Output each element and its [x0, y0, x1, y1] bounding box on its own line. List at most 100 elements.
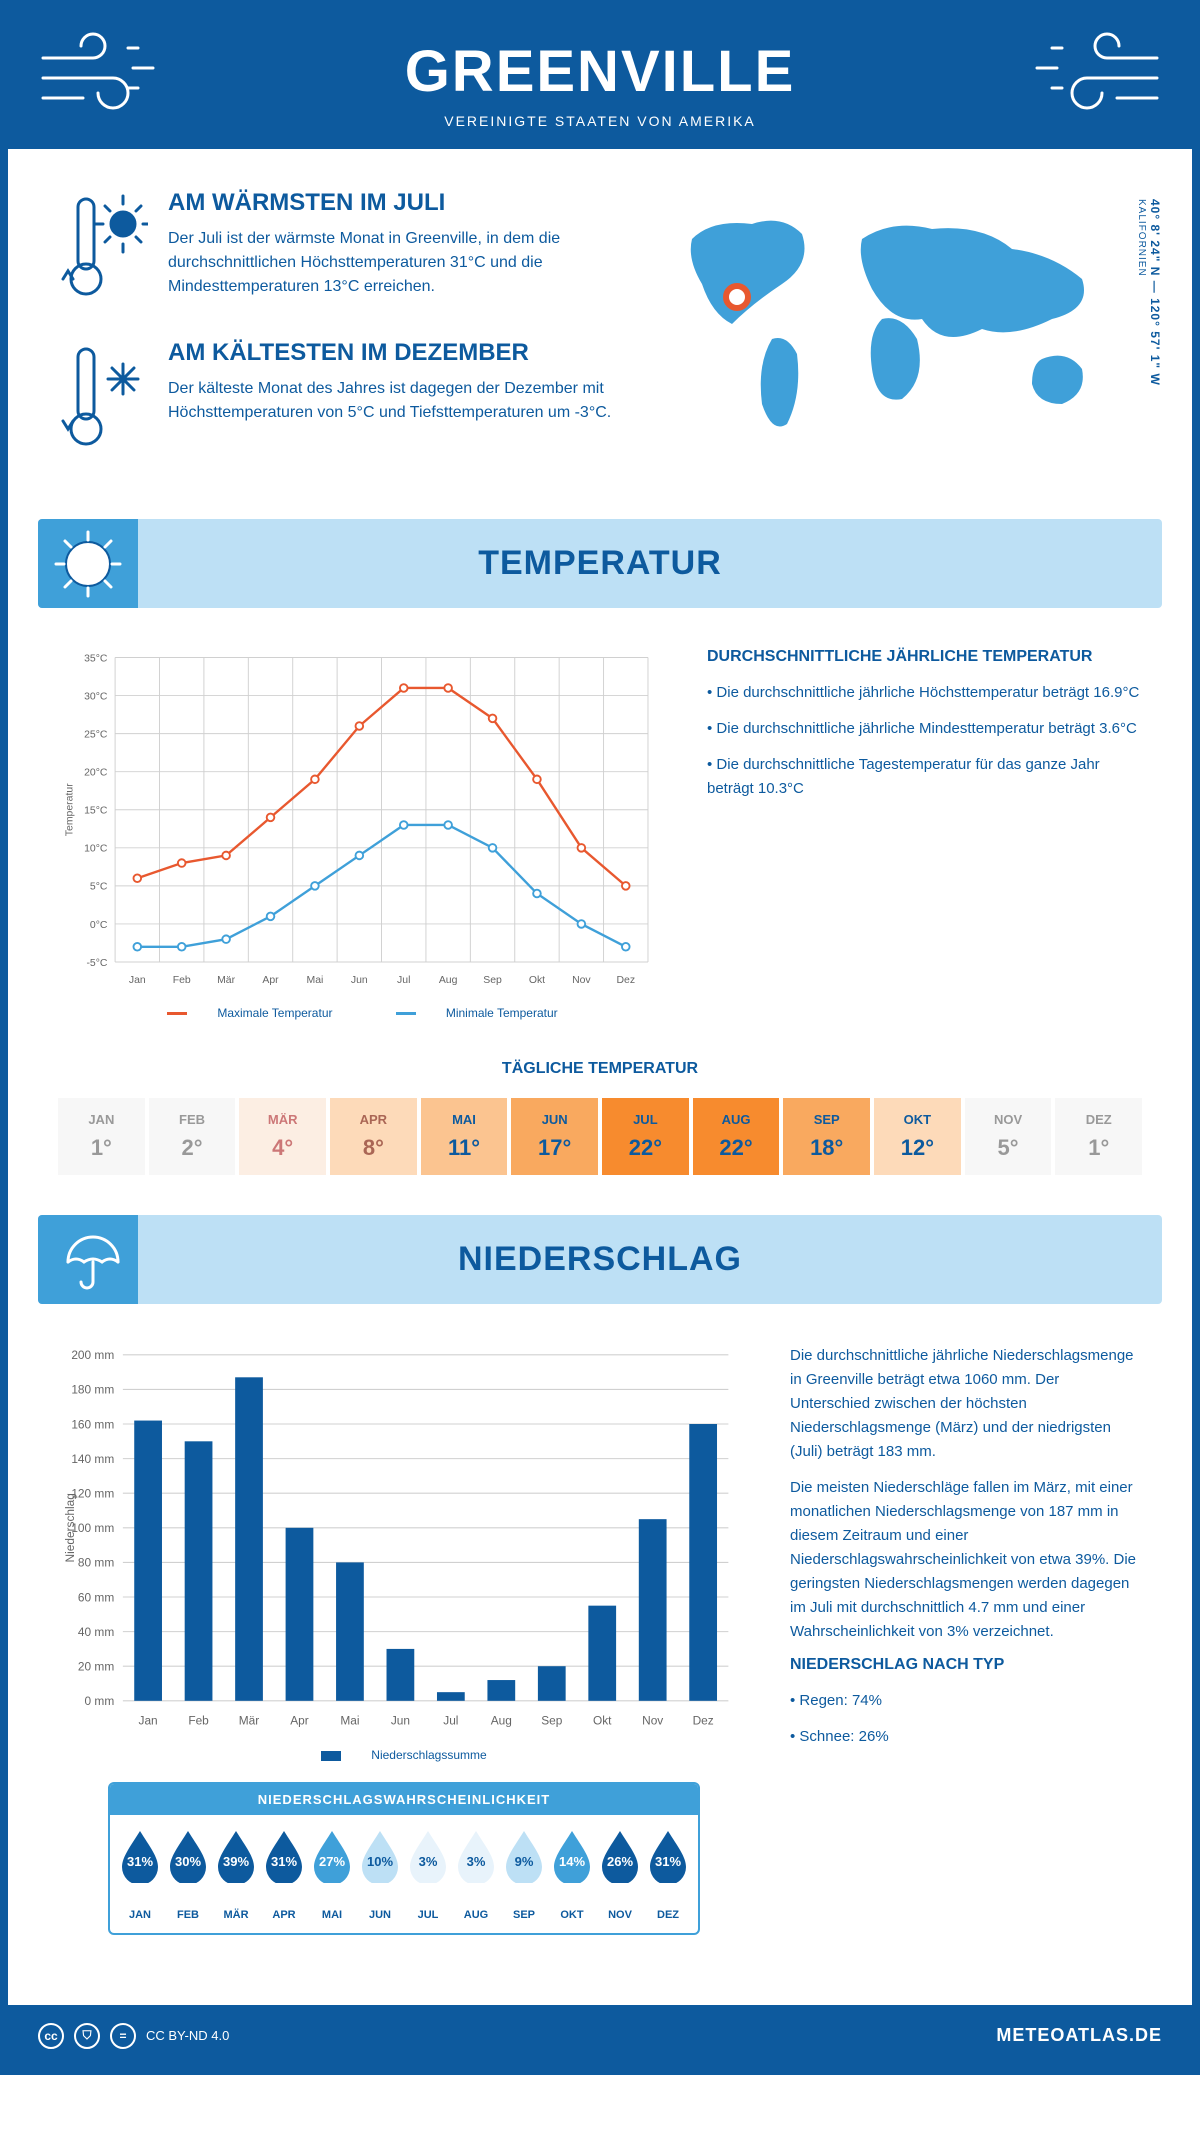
coldest-fact: AM KÄLTESTEN IM DEZEMBER Der kälteste Mo…	[58, 339, 632, 459]
precip-prob-cell: 31%JAN	[118, 1827, 162, 1921]
temp-cell: NOV5°	[965, 1098, 1052, 1175]
daily-temp-title: TÄGLICHE TEMPERATUR	[58, 1060, 1142, 1078]
svg-text:Jun: Jun	[351, 975, 368, 986]
precip-paragraph: Die durchschnittliche jährliche Niedersc…	[790, 1344, 1142, 1464]
temp-cell: JAN1°	[58, 1098, 145, 1175]
warmest-title: AM WÄRMSTEN IM JULI	[168, 189, 632, 217]
svg-text:Apr: Apr	[262, 975, 279, 986]
warmest-fact: AM WÄRMSTEN IM JULI Der Juli ist der wär…	[58, 189, 632, 309]
svg-text:Jan: Jan	[129, 975, 146, 986]
temp-text-title: DURCHSCHNITTLICHE JÄHRLICHE TEMPERATUR	[707, 648, 1142, 666]
country-subtitle: VEREINIGTE STAATEN VON AMERIKA	[28, 113, 1172, 129]
sun-icon	[38, 519, 138, 608]
wind-icon	[38, 28, 178, 118]
temp-cell: MÄR4°	[239, 1098, 326, 1175]
svg-text:60 mm: 60 mm	[78, 1590, 114, 1604]
temp-cell: DEZ1°	[1055, 1098, 1142, 1175]
precipitation-bar-chart: 0 mm20 mm40 mm60 mm80 mm100 mm120 mm140 …	[58, 1344, 750, 1733]
precip-paragraph: Die meisten Niederschläge fallen im März…	[790, 1476, 1142, 1644]
svg-text:Jun: Jun	[391, 1713, 410, 1727]
precip-prob-cell: 30%FEB	[166, 1827, 210, 1921]
svg-text:Jan: Jan	[139, 1713, 158, 1727]
cc-icon: cc	[38, 2023, 64, 2049]
coldest-text: Der kälteste Monat des Jahres ist dagege…	[168, 377, 632, 425]
svg-text:Mai: Mai	[340, 1713, 359, 1727]
temp-bullet: • Die durchschnittliche jährliche Höchst…	[707, 681, 1142, 705]
precip-chart-legend: Niederschlagssumme	[58, 1748, 750, 1762]
wind-icon	[1022, 28, 1162, 118]
svg-text:80 mm: 80 mm	[78, 1555, 114, 1569]
thermometer-sun-icon	[58, 189, 148, 309]
umbrella-icon	[38, 1215, 138, 1304]
brand-name: METEOATLAS.DE	[996, 2025, 1162, 2046]
svg-text:35°C: 35°C	[84, 653, 108, 664]
svg-text:Okt: Okt	[529, 975, 545, 986]
coldest-title: AM KÄLTESTEN IM DEZEMBER	[168, 339, 632, 367]
precip-prob-cell: 3%JUL	[406, 1827, 450, 1921]
svg-text:Mär: Mär	[217, 975, 236, 986]
footer: cc ⛉ = CC BY-ND 4.0 METEOATLAS.DE	[8, 2005, 1192, 2067]
svg-text:Niederschlag: Niederschlag	[63, 1493, 77, 1562]
precip-type-title: NIEDERSCHLAG NACH TYP	[790, 1656, 1142, 1674]
svg-text:200 mm: 200 mm	[71, 1348, 114, 1362]
svg-text:Sep: Sep	[483, 975, 502, 986]
precip-type-bullet: • Regen: 74%	[790, 1689, 1142, 1713]
svg-text:Apr: Apr	[290, 1713, 309, 1727]
temp-cell: FEB2°	[149, 1098, 236, 1175]
temp-chart-legend: Maximale Temperatur Minimale Temperatur	[58, 1006, 667, 1020]
svg-text:Aug: Aug	[439, 975, 458, 986]
temp-cell: APR8°	[330, 1098, 417, 1175]
coordinates: 40° 8' 24" N — 120° 57' 1" W KALIFORNIEN	[1134, 199, 1162, 386]
city-title: GREENVILLE	[28, 38, 1172, 105]
svg-text:30°C: 30°C	[84, 691, 108, 702]
svg-text:180 mm: 180 mm	[71, 1382, 114, 1396]
precip-prob-cell: 31%APR	[262, 1827, 306, 1921]
svg-text:100 mm: 100 mm	[71, 1521, 114, 1535]
nd-icon: =	[110, 2023, 136, 2049]
precip-prob-cell: 31%DEZ	[646, 1827, 690, 1921]
by-icon: ⛉	[74, 2023, 100, 2049]
precip-prob-cell: 39%MÄR	[214, 1827, 258, 1921]
svg-text:Jul: Jul	[397, 975, 410, 986]
precip-prob-cell: 10%JUN	[358, 1827, 402, 1921]
world-map	[662, 189, 1142, 449]
svg-text:Sep: Sep	[541, 1713, 563, 1727]
precip-prob-cell: 14%OKT	[550, 1827, 594, 1921]
svg-text:Jul: Jul	[443, 1713, 458, 1727]
svg-text:0 mm: 0 mm	[85, 1694, 115, 1708]
precip-probability-panel: NIEDERSCHLAGSWAHRSCHEINLICHKEIT 31%JAN30…	[108, 1782, 700, 1935]
svg-text:Nov: Nov	[572, 975, 591, 986]
temp-cell: AUG22°	[693, 1098, 780, 1175]
temp-cell: OKT12°	[874, 1098, 961, 1175]
precip-prob-cell: 26%NOV	[598, 1827, 642, 1921]
precip-type-bullet: • Schnee: 26%	[790, 1725, 1142, 1749]
temp-cell: JUN17°	[511, 1098, 598, 1175]
license-text: CC BY-ND 4.0	[146, 2028, 229, 2043]
thermometer-snow-icon	[58, 339, 148, 459]
temperature-section-header: TEMPERATUR	[38, 519, 1162, 608]
svg-text:15°C: 15°C	[84, 806, 108, 817]
svg-text:Mär: Mär	[239, 1713, 259, 1727]
svg-text:140 mm: 140 mm	[71, 1452, 114, 1466]
svg-text:Aug: Aug	[491, 1713, 512, 1727]
svg-text:Feb: Feb	[173, 975, 191, 986]
svg-text:Feb: Feb	[188, 1713, 209, 1727]
temp-bullet: • Die durchschnittliche jährliche Mindes…	[707, 717, 1142, 741]
svg-text:25°C: 25°C	[84, 729, 108, 740]
temperature-line-chart: -5°C0°C5°C10°C15°C20°C25°C30°C35°CJanFeb…	[58, 648, 667, 991]
temp-cell: JUL22°	[602, 1098, 689, 1175]
precip-prob-cell: 27%MAI	[310, 1827, 354, 1921]
precip-prob-cell: 9%SEP	[502, 1827, 546, 1921]
svg-text:5°C: 5°C	[90, 882, 108, 893]
svg-text:Temperatur: Temperatur	[64, 783, 75, 836]
temp-cell: SEP18°	[783, 1098, 870, 1175]
svg-text:120 mm: 120 mm	[71, 1486, 114, 1500]
svg-text:Dez: Dez	[693, 1713, 714, 1727]
header: GREENVILLE VEREINIGTE STAATEN VON AMERIK…	[8, 8, 1192, 149]
svg-text:-5°C: -5°C	[86, 958, 107, 969]
temp-cell: MAI11°	[421, 1098, 508, 1175]
svg-text:20°C: 20°C	[84, 768, 108, 779]
svg-text:Nov: Nov	[642, 1713, 663, 1727]
temp-bullet: • Die durchschnittliche Tagestemperatur …	[707, 753, 1142, 801]
daily-temp-grid: JAN1°FEB2°MÄR4°APR8°MAI11°JUN17°JUL22°AU…	[58, 1098, 1142, 1175]
